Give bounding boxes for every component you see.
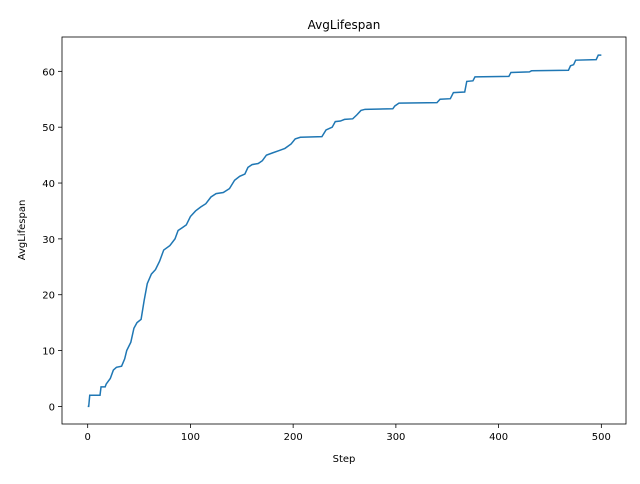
y-axis-label: AvgLifespan	[17, 200, 28, 261]
x-tick-label: 400	[489, 432, 508, 443]
y-tick-label: 50	[42, 123, 55, 134]
y-tick-label: 60	[42, 67, 55, 78]
chart-title: AvgLifespan	[308, 18, 381, 32]
y-tick-label: 0	[49, 402, 55, 413]
x-axis-label: Step	[333, 454, 356, 465]
x-tick-label: 300	[386, 432, 405, 443]
x-tick-label: 0	[84, 432, 90, 443]
y-tick-label: 20	[42, 291, 55, 302]
y-tick-label: 10	[42, 347, 55, 358]
y-tick-label: 30	[42, 235, 55, 246]
x-tick-label: 100	[181, 432, 200, 443]
y-tick-label: 40	[42, 179, 55, 190]
plot-frame	[61, 36, 627, 425]
x-tick-label: 200	[284, 432, 303, 443]
data-line	[87, 54, 602, 408]
x-tick-label: 500	[592, 432, 611, 443]
